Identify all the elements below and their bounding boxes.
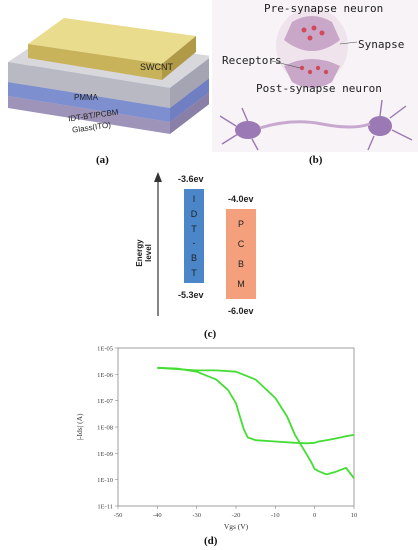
y-axis-label: |-Ids| (A) bbox=[75, 413, 84, 440]
caption-c: (c) bbox=[204, 328, 217, 340]
vesicle bbox=[319, 30, 325, 36]
pcbm-bottom-value: -6.0ev bbox=[228, 306, 254, 316]
caption-a: (a) bbox=[96, 154, 109, 166]
axon bbox=[259, 120, 371, 130]
pcbm-char: B bbox=[237, 259, 244, 269]
x-tick-label: -50 bbox=[114, 512, 123, 519]
panel-b: Pre-synapse neuron Synapse Receptors Pos… bbox=[212, 0, 418, 152]
sweep-line-reverse bbox=[157, 366, 355, 445]
y-tick-label: 1E-06 bbox=[97, 372, 114, 379]
idt-layer-front bbox=[8, 82, 170, 122]
y-tick-label: 1E-10 bbox=[97, 477, 113, 484]
synapse-label: Synapse bbox=[358, 38, 405, 51]
receptors-label: Receptors bbox=[222, 54, 282, 67]
pcbm-char: M bbox=[237, 279, 245, 289]
swcnt-top bbox=[28, 18, 196, 64]
pcbm-char: P bbox=[237, 219, 244, 229]
receptor-dot bbox=[315, 65, 321, 71]
glass-layer-side bbox=[170, 90, 212, 134]
idt-char: D bbox=[190, 208, 198, 219]
swcnt-label: SWCNT bbox=[140, 62, 173, 72]
vesicle bbox=[301, 27, 307, 33]
x-tick-label: -30 bbox=[192, 512, 201, 519]
receptor-dot bbox=[307, 69, 313, 75]
x-tick-label: 10 bbox=[351, 512, 358, 519]
post-synapse-label: Post-synapse neuron bbox=[256, 82, 382, 95]
pcbm-char: C bbox=[237, 239, 245, 249]
pmma-layer-side bbox=[170, 56, 212, 108]
vesicle bbox=[307, 35, 313, 41]
x-tick-label: -10 bbox=[271, 512, 280, 519]
y-tick-label: 1E-08 bbox=[97, 425, 113, 432]
synapse-illustration bbox=[212, 0, 418, 152]
idt-char: T bbox=[191, 268, 197, 279]
idt-char: B bbox=[190, 253, 197, 264]
idt-bt-band: I D T - B T bbox=[184, 189, 204, 283]
post-synapse-terminal bbox=[284, 59, 340, 88]
y-tick-label: 1E-07 bbox=[97, 398, 114, 405]
device-stack-illustration bbox=[8, 18, 212, 134]
y-tick-label: 1E-09 bbox=[97, 451, 113, 458]
pre-synapse-label: Pre-synapse neuron bbox=[264, 2, 384, 15]
glass-layer-front bbox=[8, 96, 170, 134]
panel-c: Energy level -3.6ev I D T - B T -5.3ev -… bbox=[135, 166, 300, 326]
swcnt-front bbox=[28, 44, 162, 80]
idt-char: I bbox=[192, 193, 196, 204]
vesicle bbox=[311, 25, 317, 31]
left-neuron-body bbox=[235, 121, 261, 139]
caption-d: (d) bbox=[204, 535, 218, 547]
y-tick-label: 1E-05 bbox=[97, 346, 113, 353]
sweep-line-forward bbox=[157, 366, 355, 479]
panel-a: SWCNT PMMA IDT-BT/PCBM Glass(ITO) bbox=[0, 0, 212, 150]
receptors-pointer bbox=[271, 60, 301, 69]
right-neuron-body bbox=[368, 116, 392, 136]
y-tick-label: 1E-11 bbox=[97, 504, 113, 511]
pmma-layer-front bbox=[8, 62, 170, 108]
idt-top-value: -3.6ev bbox=[178, 174, 204, 184]
idt-bottom-value: -5.3ev bbox=[178, 290, 204, 300]
energy-axis bbox=[154, 172, 162, 316]
energy-axis-arrow bbox=[154, 172, 162, 182]
caption-b: (b) bbox=[309, 154, 323, 166]
idt-char: T bbox=[191, 223, 197, 234]
idt-char: - bbox=[192, 238, 196, 249]
right-dendrites bbox=[367, 99, 413, 151]
pcbm-band: P C B M bbox=[226, 209, 256, 299]
x-tick-label: -40 bbox=[153, 512, 162, 519]
pmma-label: PMMA bbox=[74, 93, 98, 102]
x-axis-label: Vgs (V) bbox=[224, 522, 249, 531]
receptor-dot bbox=[299, 65, 305, 71]
iv-chart: -50 -40 -30 -20 -10 0 10 1E-11 1E-10 1E-09 1E-08 1E… bbox=[75, 346, 358, 532]
left-dendrites bbox=[219, 107, 259, 151]
x-tick-label: 0 bbox=[313, 512, 316, 519]
pre-synapse-terminal bbox=[284, 16, 340, 51]
idt-layer-side bbox=[170, 76, 212, 122]
synapse-pointer bbox=[339, 41, 358, 45]
x-tick-label: -20 bbox=[232, 512, 241, 519]
receptor-dot bbox=[323, 69, 329, 75]
energy-level-label: Energy level bbox=[135, 239, 153, 267]
swcnt-side bbox=[162, 36, 196, 80]
pcbm-top-value: -4.0ev bbox=[228, 194, 254, 204]
